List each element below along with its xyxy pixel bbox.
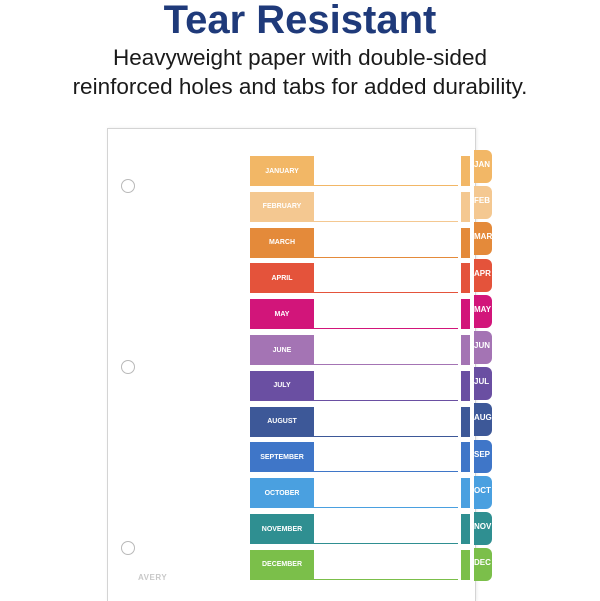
toc-entry-line bbox=[314, 471, 458, 473]
punch-hole-middle bbox=[121, 360, 135, 374]
toc-row-jan: JANUARY bbox=[250, 156, 473, 186]
toc-row-jun: JUNE bbox=[250, 335, 473, 365]
toc-label-feb: FEBRUARY bbox=[250, 191, 314, 222]
toc-page-marker bbox=[461, 442, 470, 473]
tab-jul[interactable]: JUL bbox=[474, 367, 492, 401]
toc-page-marker bbox=[461, 478, 470, 509]
tab-oct[interactable]: OCT bbox=[474, 475, 492, 509]
toc-page-marker bbox=[461, 227, 470, 258]
description-line-2: reinforced holes and tabs for added dura… bbox=[72, 74, 528, 99]
toc-page-marker bbox=[461, 263, 470, 294]
toc-row-sep: SEPTEMBER bbox=[250, 442, 473, 473]
toc-entry-line bbox=[314, 399, 458, 401]
tab-mar[interactable]: MAR bbox=[474, 222, 492, 256]
toc-entry-line bbox=[314, 507, 458, 509]
tab-may[interactable]: MAY bbox=[474, 294, 492, 328]
toc-page-marker bbox=[461, 549, 470, 580]
toc-row-jul: JULY bbox=[250, 370, 473, 401]
toc-entry-line bbox=[314, 364, 458, 365]
toc-entry-line bbox=[314, 435, 458, 437]
tab-feb[interactable]: FEB bbox=[474, 186, 492, 220]
toc-page-marker bbox=[461, 335, 470, 365]
toc-entry-line bbox=[314, 543, 458, 544]
toc-label-apr: APRIL bbox=[250, 263, 314, 294]
tab-nov[interactable]: NOV bbox=[474, 512, 492, 545]
toc-label-may: MAY bbox=[250, 299, 314, 330]
toc-label-mar: MARCH bbox=[250, 227, 314, 258]
toc-entry-line bbox=[314, 328, 458, 330]
toc-entry-line bbox=[314, 220, 458, 222]
toc-row-mar: MARCH bbox=[250, 227, 473, 258]
toc-entry-line bbox=[314, 578, 458, 580]
description-line-1: Heavyweight paper with double-sided bbox=[113, 45, 487, 70]
toc-label-aug: AUGUST bbox=[250, 406, 314, 437]
toc-page-marker bbox=[461, 370, 470, 401]
tab-aug[interactable]: AUG bbox=[474, 403, 492, 437]
toc-row-apr: APRIL bbox=[250, 263, 473, 294]
toc-page-marker bbox=[461, 191, 470, 222]
punch-hole-top bbox=[121, 179, 135, 193]
toc-row-dec: DECEMBER bbox=[250, 549, 473, 580]
toc-page-marker bbox=[461, 299, 470, 330]
toc-label-dec: DECEMBER bbox=[250, 549, 314, 580]
tab-sep[interactable]: SEP bbox=[474, 439, 492, 473]
toc-entry-line bbox=[314, 185, 458, 186]
toc-label-nov: NOVEMBER bbox=[250, 514, 314, 544]
toc-row-may: MAY bbox=[250, 299, 473, 330]
toc-page-marker bbox=[461, 514, 470, 544]
tab-dec[interactable]: DEC bbox=[474, 548, 492, 582]
tab-apr[interactable]: APR bbox=[474, 258, 492, 292]
tab-jun[interactable]: JUN bbox=[474, 331, 492, 364]
toc-label-oct: OCTOBER bbox=[250, 478, 314, 509]
avery-logo: AVERY bbox=[138, 573, 168, 582]
toc-entry-line bbox=[314, 256, 458, 258]
toc-row-aug: AUGUST bbox=[250, 406, 473, 437]
toc-label-sep: SEPTEMBER bbox=[250, 442, 314, 473]
page-title: Tear Resistant bbox=[163, 0, 437, 42]
toc-label-jun: JUNE bbox=[250, 335, 314, 365]
punch-hole-bottom bbox=[121, 541, 135, 555]
toc-row-nov: NOVEMBER bbox=[250, 514, 473, 544]
toc-label-jan: JANUARY bbox=[250, 156, 314, 186]
toc-row-feb: FEBRUARY bbox=[250, 191, 473, 222]
toc-entry-line bbox=[314, 292, 458, 294]
toc-label-jul: JULY bbox=[250, 370, 314, 401]
toc-page-marker bbox=[461, 406, 470, 437]
toc-row-oct: OCTOBER bbox=[250, 478, 473, 509]
tab-jan[interactable]: JAN bbox=[474, 150, 492, 183]
toc-page-marker bbox=[461, 156, 470, 186]
